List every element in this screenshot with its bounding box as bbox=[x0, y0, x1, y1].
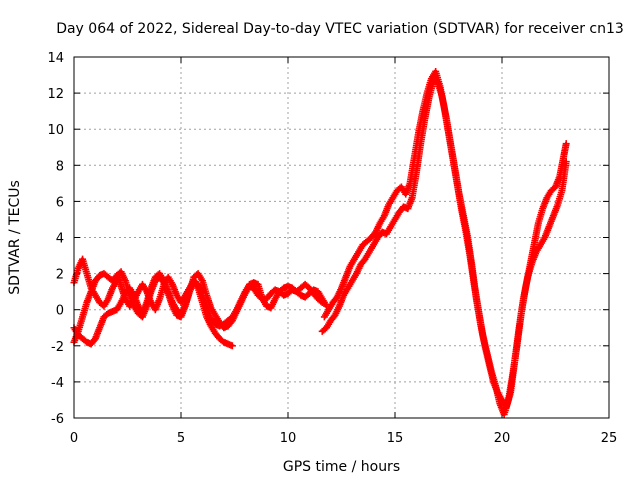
x-axis-label: GPS time / hours bbox=[283, 459, 400, 475]
chart-title: Day 064 of 2022, Sidereal Day-to-day VTE… bbox=[56, 21, 624, 37]
y-tick-label: 2 bbox=[56, 268, 64, 283]
y-tick-label: 8 bbox=[56, 159, 64, 174]
y-tick-label: -4 bbox=[51, 376, 64, 391]
y-tick-label: 4 bbox=[56, 232, 64, 247]
y-tick-label: 10 bbox=[47, 123, 64, 138]
y-tick-label: 12 bbox=[47, 87, 64, 102]
x-tick-label: 5 bbox=[177, 431, 185, 446]
data-point bbox=[228, 342, 236, 350]
x-tick-label: 15 bbox=[387, 431, 404, 446]
data-points bbox=[70, 67, 570, 418]
y-tick-label: 0 bbox=[56, 304, 64, 319]
y-tick-label: 6 bbox=[56, 195, 64, 210]
data-point bbox=[317, 297, 325, 305]
plot-frame bbox=[73, 56, 610, 419]
series-track-c bbox=[70, 270, 326, 348]
y-tick-label: -6 bbox=[51, 412, 64, 427]
data-point bbox=[318, 298, 326, 306]
grid bbox=[74, 57, 609, 418]
x-tick-label: 10 bbox=[280, 431, 297, 446]
x-tick-label: 20 bbox=[494, 431, 511, 446]
series-track-e bbox=[320, 67, 570, 418]
y-tick-label: -2 bbox=[51, 340, 64, 355]
x-tick-label: 0 bbox=[70, 431, 78, 446]
y-axis-label: SDTVAR / TECUs bbox=[7, 180, 23, 295]
y-tick-label: 14 bbox=[47, 51, 64, 66]
x-tick-label: 25 bbox=[601, 431, 618, 446]
data-point bbox=[562, 140, 570, 148]
